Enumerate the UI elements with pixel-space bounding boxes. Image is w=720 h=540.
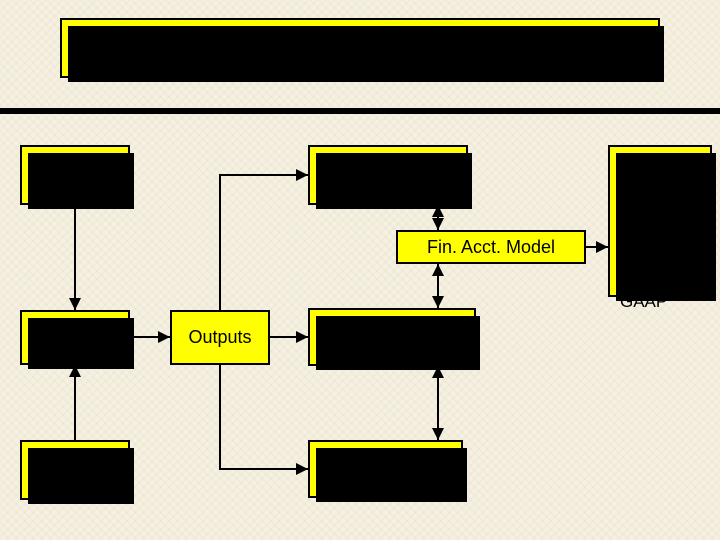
- node-label: Non-Trns Data: [38, 449, 112, 490]
- node-fin-model: Fin. Acct. Model: [396, 230, 586, 264]
- node-nontrns: Non-Trns Data: [20, 440, 130, 500]
- ext-line: Bal Sheet: [620, 194, 700, 233]
- ext-line: Fin Stmts: [620, 175, 692, 194]
- ext-line: GAAP: [620, 292, 667, 311]
- node-label: Fin. Acct. Model: [427, 237, 555, 258]
- node-external-trans: External Trans.: [20, 145, 130, 205]
- node-attn: Attn-Directing Information: [308, 308, 476, 366]
- node-label: Scorekeeping Information: [333, 154, 443, 195]
- node-decmaking: Dec. Making Information: [308, 440, 463, 498]
- node-label: Dec. Making Information: [335, 448, 435, 489]
- ext-stmts-content: External Fin Stmts Bal Sheet Inc. Stmt S…: [620, 155, 700, 311]
- node-label: Attn-Directing Information: [337, 316, 446, 357]
- node-label: AIS: [60, 327, 89, 348]
- node-ext-stmts: External Fin Stmts Bal Sheet Inc. Stmt S…: [608, 145, 712, 297]
- node-label: Outputs: [188, 327, 251, 348]
- node-outputs: Outputs: [170, 310, 270, 365]
- node-ais: AIS: [20, 310, 130, 365]
- section-divider: [0, 108, 720, 114]
- ext-line: SCF: [620, 272, 700, 292]
- title-box: Accounting Processing: [60, 18, 660, 78]
- ext-line: Inc. Stmt: [620, 233, 700, 272]
- title-text: Accounting Processing: [231, 32, 490, 64]
- node-scorekeeping: Scorekeeping Information: [308, 145, 468, 205]
- arrow-outputs-to-dec: [220, 365, 308, 469]
- node-label: External Trans.: [42, 154, 108, 195]
- arrow-outputs-to-scorekeeping: [220, 175, 308, 310]
- ext-line: External: [620, 155, 682, 174]
